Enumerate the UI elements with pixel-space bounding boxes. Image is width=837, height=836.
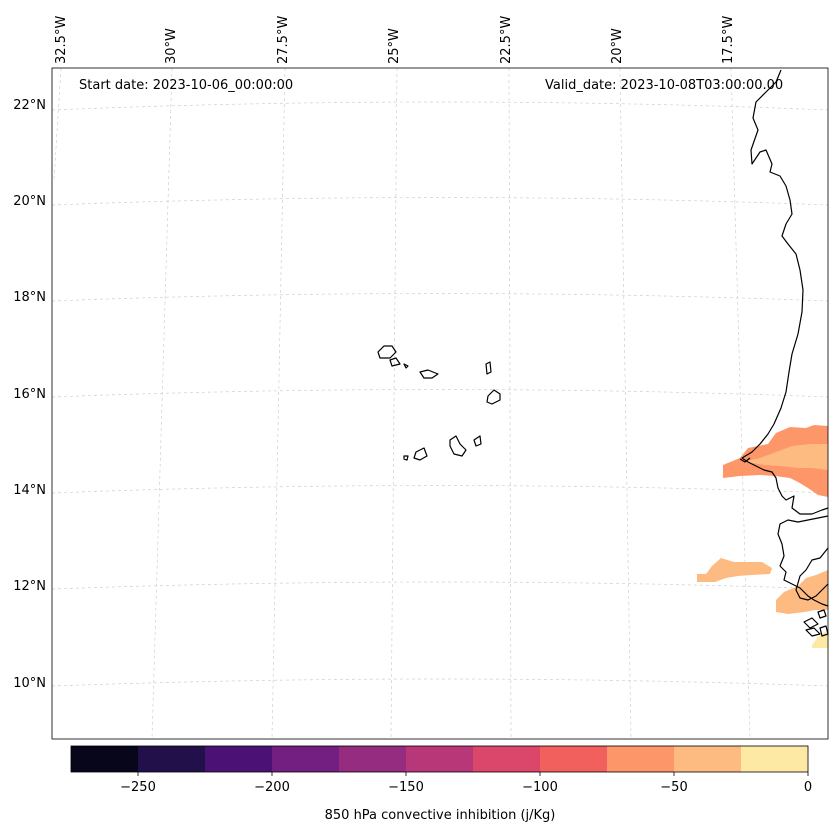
cape-verde-fogo xyxy=(413,447,428,461)
gridline-lat-22 xyxy=(51,101,829,111)
gridline-lat-12 xyxy=(51,581,829,590)
colorbar-segment xyxy=(272,746,340,772)
lon-label-17.5W: 17.5°W xyxy=(721,15,736,64)
lat-label-12N: 12°N xyxy=(13,579,46,594)
cape-verde-boa-vista xyxy=(486,389,501,405)
lat-label-16N: 16°N xyxy=(13,387,46,402)
colorbar xyxy=(70,745,809,776)
cin-region-guinea-bissau-patch xyxy=(776,570,828,614)
colorbar-tick-label: −200 xyxy=(254,780,290,795)
guinea-bissau-coast xyxy=(795,547,829,601)
colorbar-segment xyxy=(473,746,541,772)
colorbar-segment xyxy=(607,746,675,772)
cape-verde-santa-luzia xyxy=(403,363,409,369)
cin-region-offshore-12N-band xyxy=(697,558,772,582)
colorbar-segment xyxy=(674,746,742,772)
gridlines xyxy=(51,67,829,740)
cape-verde-sao-nicolau xyxy=(419,369,439,379)
lat-label-20N: 20°N xyxy=(13,194,46,209)
start-date-label: Start date: 2023-10-06_00:00:00 xyxy=(79,78,294,93)
cape-verde-maio xyxy=(473,435,482,447)
lon-label-20W: 20°W xyxy=(610,28,625,64)
bijagos-island-1 xyxy=(803,617,819,629)
valid-date-label: Valid_date: 2023-10-08T03:00:00.00 xyxy=(545,78,784,93)
lon-label-25W: 25°W xyxy=(387,28,402,64)
gambia-cape-verde-peninsula xyxy=(739,457,751,463)
colorbar-segment xyxy=(339,746,407,772)
colorbar-tick-label: −100 xyxy=(522,780,558,795)
gridline-lon-22.5 xyxy=(508,67,512,740)
bijagos-island-3 xyxy=(817,609,827,619)
map-panel xyxy=(51,67,829,740)
colorbar-segment xyxy=(741,746,809,772)
lat-label-18N: 18°N xyxy=(13,290,46,305)
gridline-lon-30 xyxy=(151,67,173,740)
gridline-lon-25 xyxy=(390,67,398,740)
colorbar-tick-label: 0 xyxy=(803,780,813,795)
colorbar-segment xyxy=(138,746,206,772)
colorbar-segment xyxy=(540,746,608,772)
lat-label-10N: 10°N xyxy=(13,676,46,691)
colorbar-segment xyxy=(205,746,273,772)
colorbar-border xyxy=(70,745,809,773)
colorbar-tick-label: −150 xyxy=(388,780,424,795)
coastlines xyxy=(377,69,829,637)
lat-label-14N: 14°N xyxy=(13,483,46,498)
africa-coastline xyxy=(741,69,829,515)
lon-label-32.5W: 32.5°W xyxy=(54,15,69,64)
gridline-lon-20 xyxy=(619,67,632,740)
cape-verde-santiago xyxy=(449,435,467,457)
cin-region-north-senegal-core xyxy=(742,444,828,470)
gridline-lat-10 xyxy=(51,678,829,687)
gridline-lon-17.5 xyxy=(730,67,751,740)
gridline-lat-20 xyxy=(51,197,829,206)
gridline-lat-14 xyxy=(51,485,829,494)
colorbar-segment xyxy=(71,746,139,772)
lon-label-27.5W: 27.5°W xyxy=(276,15,291,64)
map-border xyxy=(51,67,829,740)
cape-verde-sao-vicente xyxy=(389,357,401,367)
gambia-south-coast xyxy=(777,515,829,607)
lon-label-30W: 30°W xyxy=(164,28,179,64)
lat-label-22N: 22°N xyxy=(13,98,46,113)
cape-verde-brava xyxy=(403,455,409,461)
cin-fill-regions xyxy=(697,425,828,648)
colorbar-tick-label: −250 xyxy=(120,780,156,795)
gridline-lon-27.5 xyxy=(271,67,286,740)
cape-verde-santo-antao xyxy=(377,345,397,359)
gridline-lon-32.5 xyxy=(53,67,62,181)
lon-label-22.5W: 22.5°W xyxy=(499,15,514,64)
cin-region-southeast-corner xyxy=(812,630,828,648)
cape-verde-sal xyxy=(485,361,492,375)
gridline-lat-18 xyxy=(51,293,829,302)
colorbar-tick-label: −50 xyxy=(660,780,688,795)
bijagos-island-2 xyxy=(805,627,821,637)
colorbar-title: 850 hPa convective inhibition (j/Kg) xyxy=(324,808,556,823)
colorbar-segment xyxy=(406,746,474,772)
gridline-lat-16 xyxy=(51,389,829,398)
